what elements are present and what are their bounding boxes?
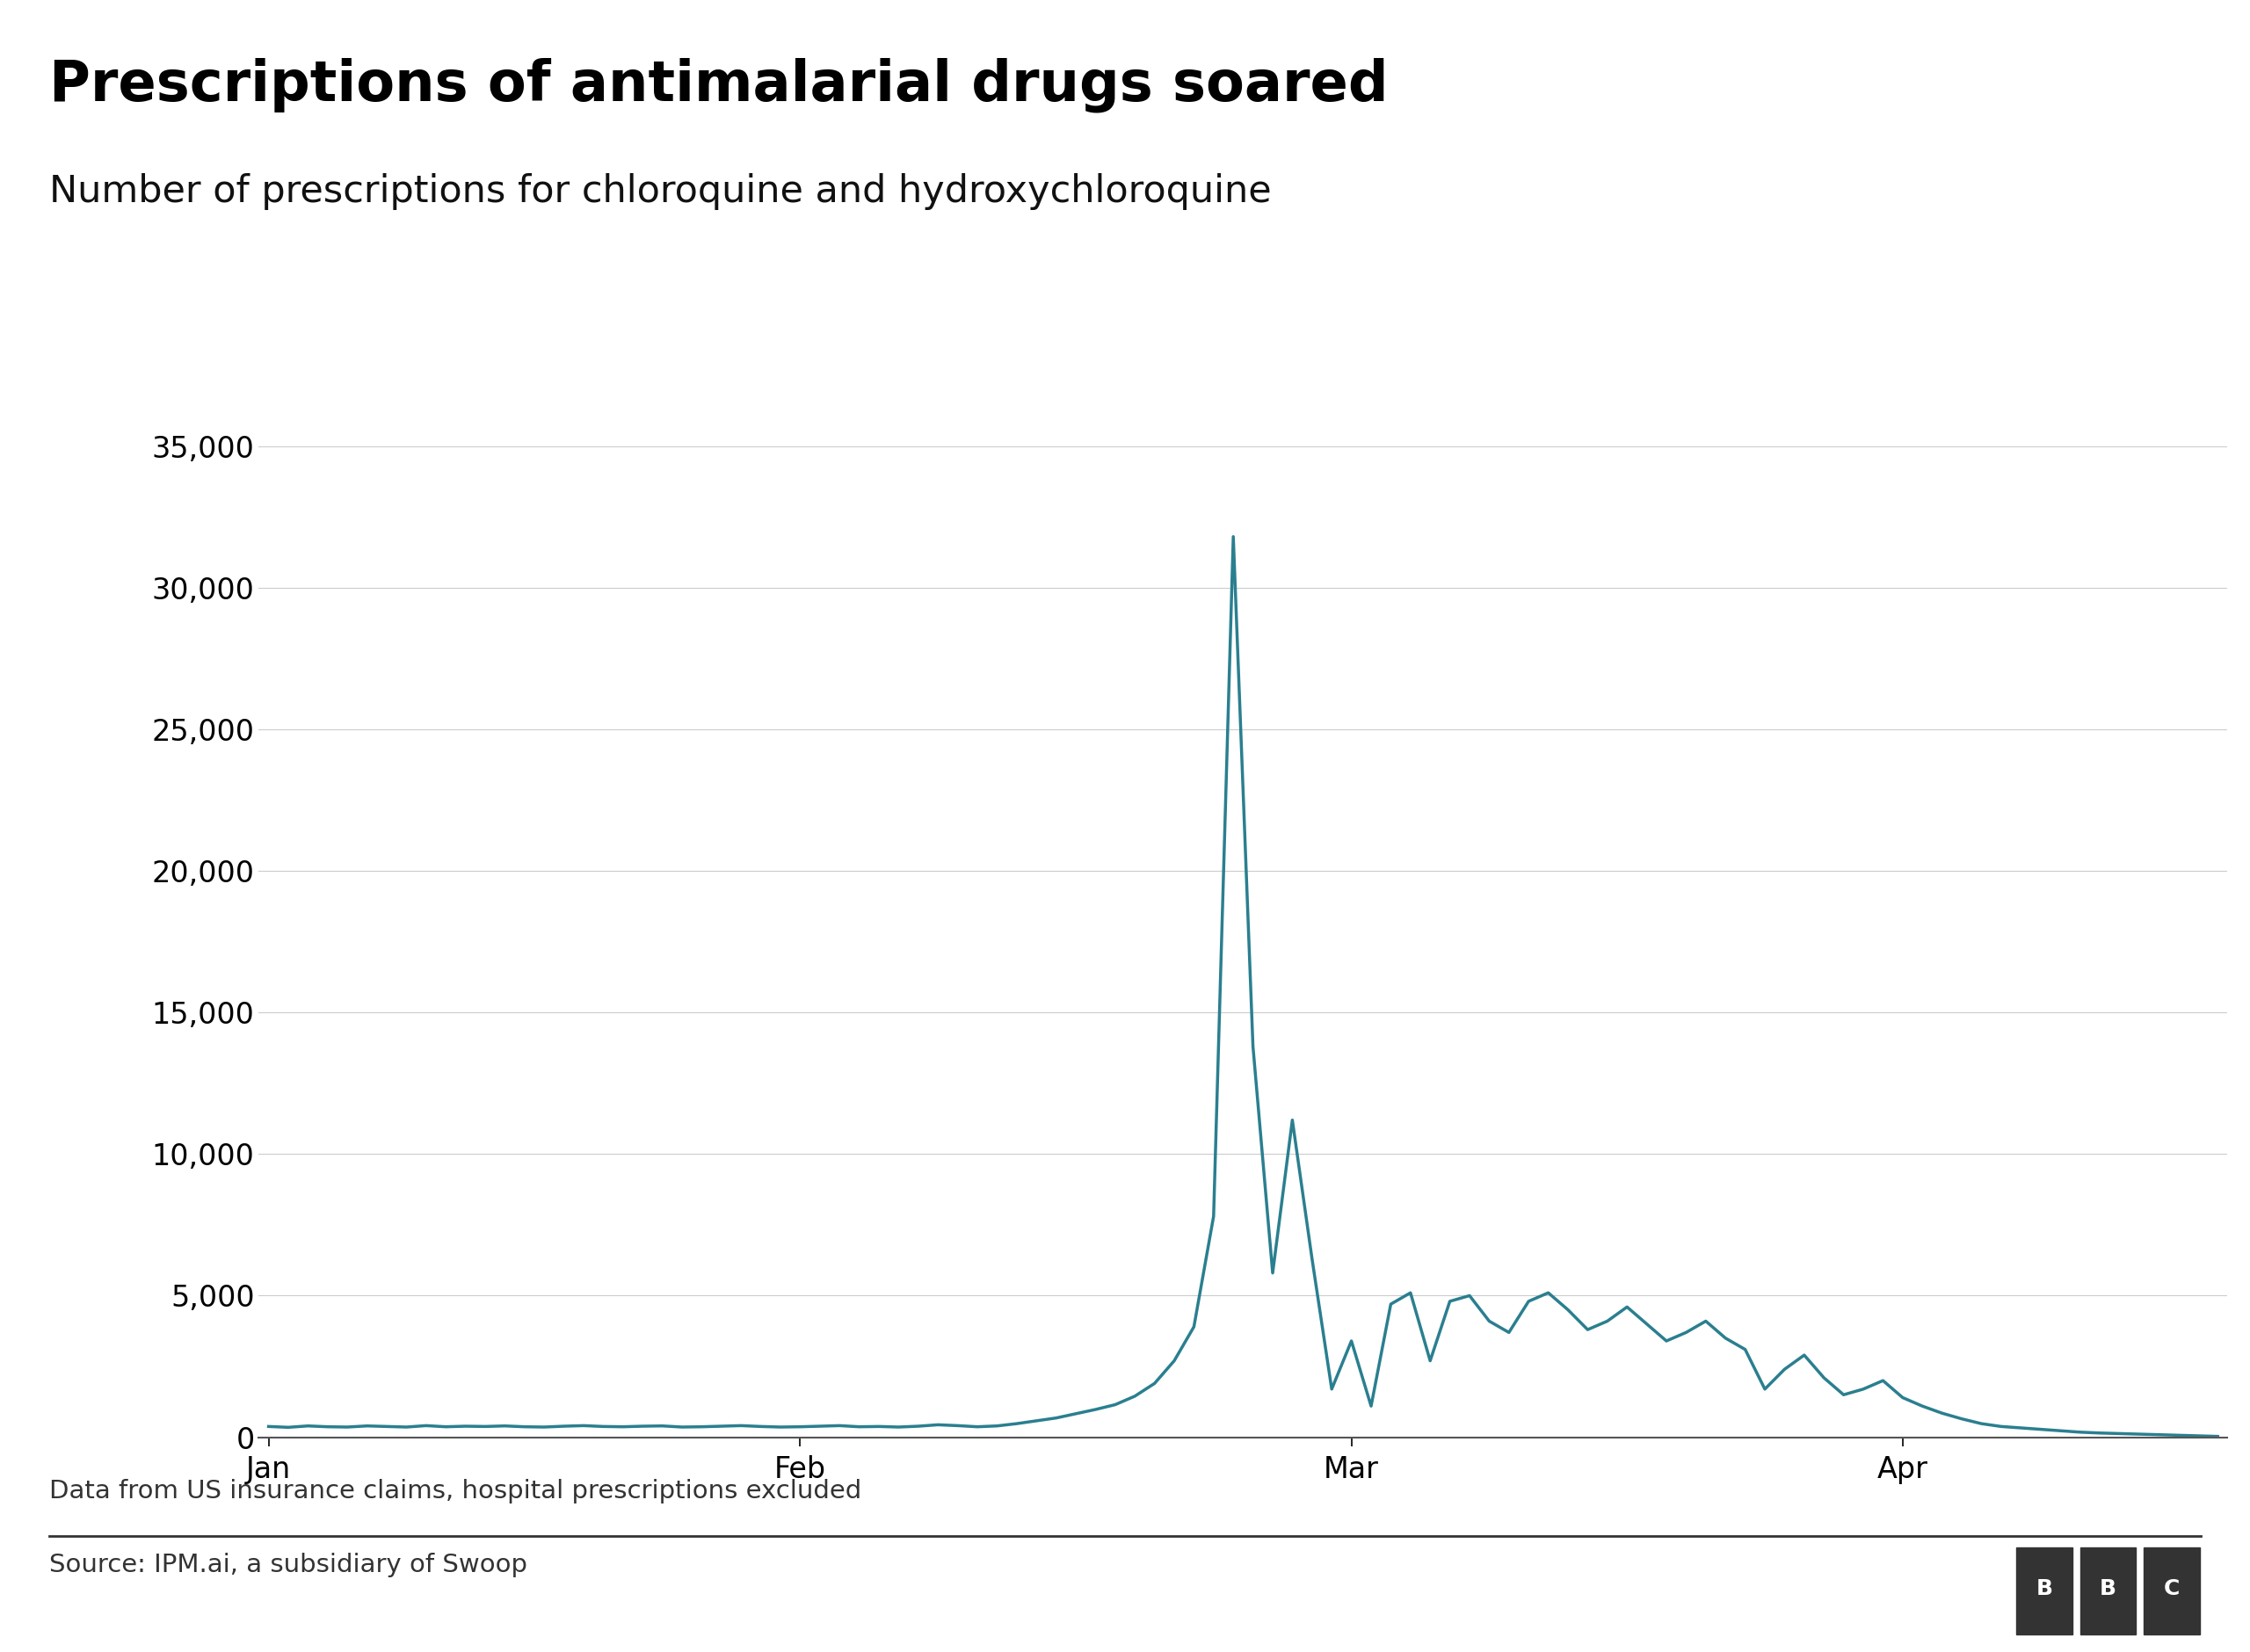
Text: Source: IPM.ai, a subsidiary of Swoop: Source: IPM.ai, a subsidiary of Swoop (49, 1553, 526, 1578)
Text: Prescriptions of antimalarial drugs soared: Prescriptions of antimalarial drugs soar… (49, 58, 1388, 112)
Text: Data from US insurance claims, hospital prescriptions excluded: Data from US insurance claims, hospital … (49, 1479, 862, 1503)
Bar (2144, 1548, 2200, 1634)
Text: C: C (2164, 1578, 2180, 1599)
Bar (2016, 1548, 2072, 1634)
Text: B: B (2036, 1578, 2052, 1599)
Text: Number of prescriptions for chloroquine and hydroxychloroquine: Number of prescriptions for chloroquine … (49, 173, 1271, 210)
Bar (2079, 1548, 2135, 1634)
Text: B: B (2099, 1578, 2117, 1599)
